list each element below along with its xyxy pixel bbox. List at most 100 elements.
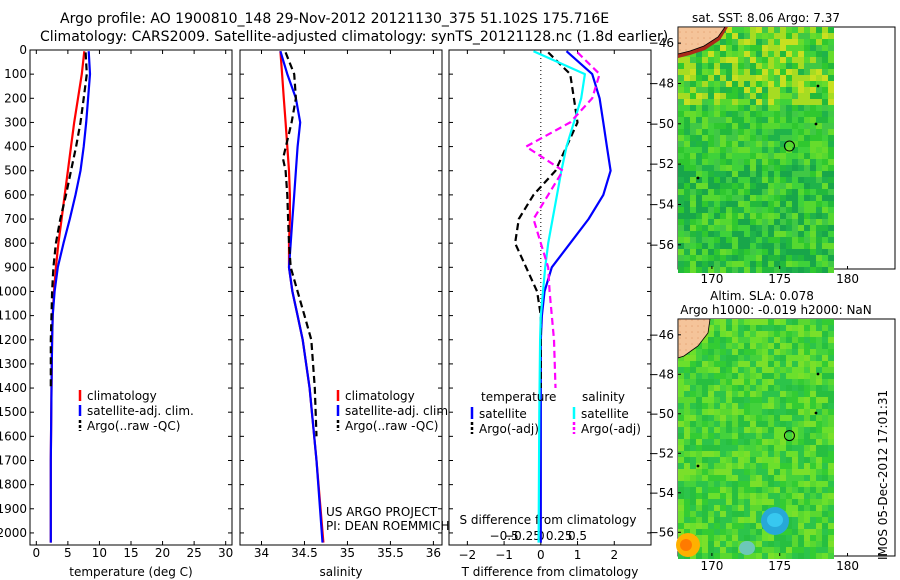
map-cell xyxy=(798,105,804,111)
map-cell xyxy=(684,427,690,433)
map-cell xyxy=(792,237,798,243)
map-cell xyxy=(786,355,792,361)
map-cell xyxy=(750,51,756,57)
map-cell xyxy=(726,499,732,505)
map-cell xyxy=(684,379,690,385)
map-cell xyxy=(732,541,738,547)
map-cell xyxy=(828,463,834,469)
map-cell xyxy=(678,505,684,511)
map-cell xyxy=(720,535,726,541)
map-cell xyxy=(726,45,732,51)
map-cell xyxy=(780,331,786,337)
map-cell xyxy=(762,331,768,337)
map-cell xyxy=(750,343,756,349)
map-cell xyxy=(738,27,744,33)
map-cell xyxy=(732,319,738,325)
map-cell xyxy=(798,141,804,147)
map-cell xyxy=(738,397,744,403)
map-cell xyxy=(798,349,804,355)
map-cell xyxy=(726,457,732,463)
map-cell xyxy=(738,201,744,207)
map-cell xyxy=(792,81,798,87)
map-cell xyxy=(708,325,714,331)
map-cell xyxy=(828,111,834,117)
map-cell xyxy=(822,225,828,231)
map-cell xyxy=(732,159,738,165)
x-tick-label: −1 xyxy=(495,548,513,562)
map-cell xyxy=(780,195,786,201)
map-cell xyxy=(786,391,792,397)
map-cell xyxy=(714,415,720,421)
map-cell xyxy=(822,439,828,445)
map-cell xyxy=(774,201,780,207)
map-cell xyxy=(804,349,810,355)
map-cell xyxy=(702,177,708,183)
map-cell xyxy=(786,159,792,165)
map-cell xyxy=(744,523,750,529)
map-cell xyxy=(774,213,780,219)
map-cell xyxy=(798,385,804,391)
map-cell xyxy=(708,75,714,81)
map-cell xyxy=(756,379,762,385)
map-cell xyxy=(768,487,774,493)
x2-axis-label: S difference from climatology xyxy=(460,513,637,527)
map-cell xyxy=(828,445,834,451)
map-cell xyxy=(828,99,834,105)
map-cell xyxy=(792,343,798,349)
map-cell xyxy=(678,553,684,559)
map-cell xyxy=(732,81,738,87)
map-cell xyxy=(804,403,810,409)
map-cell xyxy=(816,325,822,331)
map-cell xyxy=(684,105,690,111)
map-cell xyxy=(792,433,798,439)
map-cell xyxy=(816,189,822,195)
map-cell xyxy=(804,343,810,349)
map-cell xyxy=(684,99,690,105)
map-cell xyxy=(810,249,816,255)
map-cell xyxy=(786,249,792,255)
map-cell xyxy=(786,141,792,147)
map-cell xyxy=(816,105,822,111)
map-cell xyxy=(798,481,804,487)
map-cell xyxy=(756,111,762,117)
map-cell xyxy=(804,511,810,517)
map-cell xyxy=(762,355,768,361)
map-cell xyxy=(696,349,702,355)
map-cell xyxy=(768,69,774,75)
map-cell xyxy=(786,457,792,463)
x2-tick-label: −0.25 xyxy=(504,529,541,543)
map-cell xyxy=(756,529,762,535)
map-cell xyxy=(678,499,684,505)
x-tick-label: 25 xyxy=(186,546,201,560)
map-cell xyxy=(774,51,780,57)
map-cell xyxy=(720,33,726,39)
map-cell xyxy=(780,367,786,373)
map-cell xyxy=(750,147,756,153)
map-cell xyxy=(792,319,798,325)
map-cell xyxy=(714,445,720,451)
map-cell xyxy=(720,553,726,559)
map-cell xyxy=(708,63,714,69)
map-cell xyxy=(786,523,792,529)
map-cell xyxy=(762,267,768,273)
map-cell xyxy=(798,33,804,39)
map-cell xyxy=(774,75,780,81)
map-cell xyxy=(768,493,774,499)
map-cell xyxy=(744,391,750,397)
map-cell xyxy=(780,553,786,559)
map-cell xyxy=(714,195,720,201)
map-cell xyxy=(786,183,792,189)
map-cell xyxy=(774,183,780,189)
map-cell xyxy=(720,201,726,207)
map-cell xyxy=(750,505,756,511)
map-cell xyxy=(708,93,714,99)
map-cell xyxy=(720,487,726,493)
map-cell xyxy=(714,367,720,373)
map-cell xyxy=(798,319,804,325)
map-cell xyxy=(702,361,708,367)
y-tick-label: 1900 xyxy=(0,502,27,516)
legend-label: satellite xyxy=(479,407,527,421)
map-cell xyxy=(768,213,774,219)
map-cell xyxy=(810,51,816,57)
map-cell xyxy=(714,463,720,469)
